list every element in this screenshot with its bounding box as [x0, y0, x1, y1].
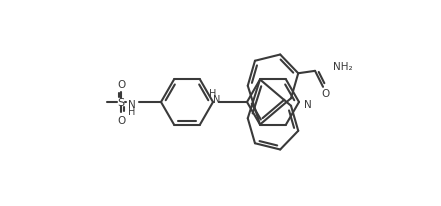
Text: NH₂: NH₂: [333, 62, 353, 71]
Text: H: H: [209, 89, 217, 98]
Text: N: N: [213, 95, 220, 104]
Text: N: N: [304, 99, 312, 109]
Text: S: S: [117, 97, 124, 108]
Text: H: H: [128, 107, 136, 116]
Text: O: O: [321, 88, 329, 98]
Text: O: O: [117, 80, 125, 90]
Text: O: O: [117, 115, 125, 125]
Text: N: N: [128, 99, 136, 109]
